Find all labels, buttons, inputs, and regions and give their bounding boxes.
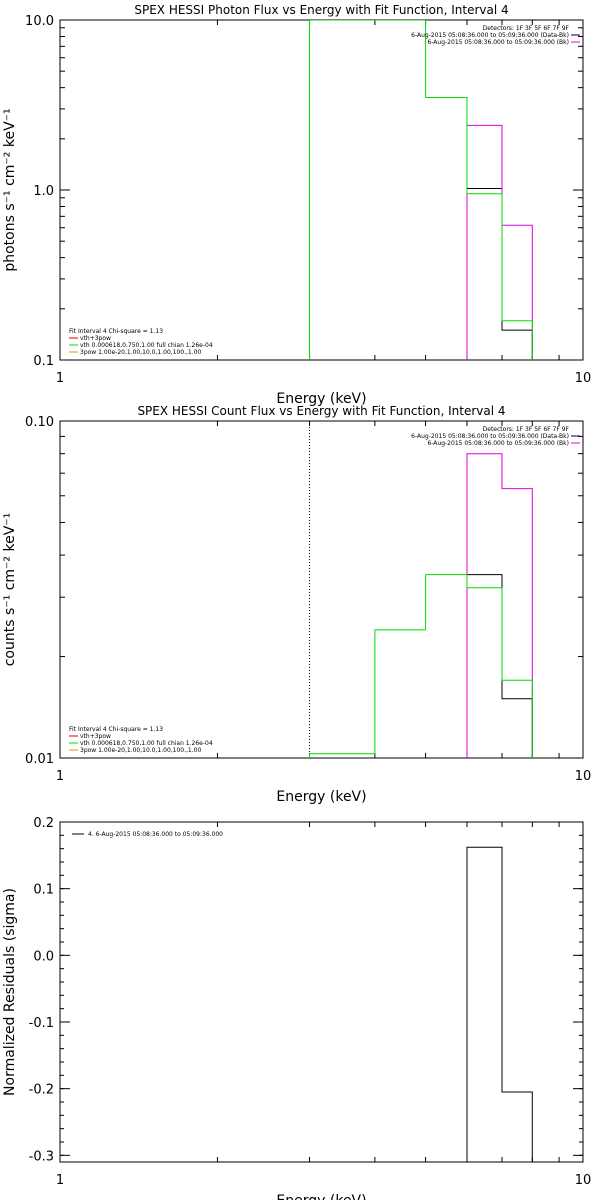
y-axis-label: Normalized Residuals (sigma) (2, 888, 18, 1096)
series-bk (466, 453, 533, 758)
y-tick-label: 1.0 (33, 184, 54, 199)
x-axis-label: Energy (keV) (276, 391, 366, 407)
chart-panel-1: 0.1 1.0 10.0 1 10 SPEX HESSI Photon Flux vs E… (2, 3, 591, 407)
legend-text: vth 0.000618,0.750,1.00 full chian 1.26e… (80, 740, 213, 747)
y-tick-label: -0.1 (29, 1016, 54, 1031)
series-residuals (466, 846, 533, 1162)
legend-text: Detectors: 1F 3F 5F 6F 7F 9F (483, 25, 570, 32)
y-tick-label: -0.3 (29, 1149, 54, 1164)
x-axis-label: Energy (keV) (276, 1193, 366, 1200)
series-vth-3pow (309, 574, 533, 758)
legend-text: vth+3pow (80, 733, 111, 740)
legend-text: 4. 6-Aug-2015 05:08:36.000 to 05:09:36.0… (88, 831, 223, 838)
legend-text: 6-Aug-2015 05:08:36.000 to 05:09:36.000 … (411, 433, 569, 440)
x-tick-label: 1 (56, 769, 64, 784)
x-tick-label: 10 (575, 1173, 592, 1188)
x-tick-label: 10 (575, 371, 592, 386)
legend-text: 6-Aug-2015 05:08:36.000 to 05:09:36.000 … (427, 39, 569, 46)
legend-text: 3pow 1.00e-20,1.00,10.0,1.00,100.,1.00 (80, 747, 201, 754)
series-data-bk (466, 188, 533, 360)
chart-title: SPEX HESSI Count Flux vs Energy with Fit… (137, 404, 505, 418)
y-tick-label: -0.2 (29, 1083, 54, 1098)
x-axis-label: Energy (keV) (276, 789, 366, 805)
y-tick-label: 0.0 (33, 949, 54, 964)
legend-text: Fit Interval 4 Chi-square = 1.13 (69, 328, 163, 335)
y-tick-label: 10.0 (25, 14, 54, 29)
y-tick-label: 0.2 (33, 816, 54, 831)
series-data-bk (466, 574, 533, 758)
plot-frame (59, 19, 584, 361)
legend-text: Detectors: 1F 3F 5F 6F 7F 9F (483, 426, 570, 433)
y-axis-label: counts s⁻¹ cm⁻² keV⁻¹ (2, 513, 18, 667)
x-tick-label: 10 (575, 769, 592, 784)
y-tick-label: 0.1 (33, 883, 54, 898)
plot-frame (59, 821, 584, 1163)
legend-text: 6-Aug-2015 05:08:36.000 to 05:09:36.000 … (427, 440, 569, 447)
chart-panel-3: 0.2 0.1 0.0 -0.1 -0.2 -0.31 10 Energy (keV) Norm… (2, 816, 591, 1200)
y-tick-label: 0.10 (25, 415, 54, 430)
plot-frame (59, 420, 584, 759)
legend-text: vth+3pow (80, 335, 111, 342)
legend-text: 3pow 1.00e-20,1.00,10.0,1.00,100.,1.00 (80, 349, 201, 356)
y-tick-label: 0.1 (33, 354, 54, 369)
series-bk (466, 124, 533, 360)
y-axis-label: photons s⁻¹ cm⁻² keV⁻¹ (2, 108, 18, 271)
series-vth-3pow (309, 20, 533, 360)
legend-text: 6-Aug-2015 05:08:36.000 to 05:09:36.000 … (411, 32, 569, 39)
x-tick-label: 1 (56, 371, 64, 386)
legend-text: vth 0.000618,0.750,1.00 full chian 1.26e… (80, 342, 213, 349)
legend-text: Fit Interval 4 Chi-square = 1.13 (69, 726, 163, 733)
y-tick-label: 0.01 (25, 752, 54, 767)
chart-panel-2: 0.01 0.10 1 10 SPEX HESSI Count Flux vs Ener… (2, 404, 591, 805)
x-tick-label: 1 (56, 1173, 64, 1188)
chart-title: SPEX HESSI Photon Flux vs Energy with Fi… (134, 3, 508, 17)
